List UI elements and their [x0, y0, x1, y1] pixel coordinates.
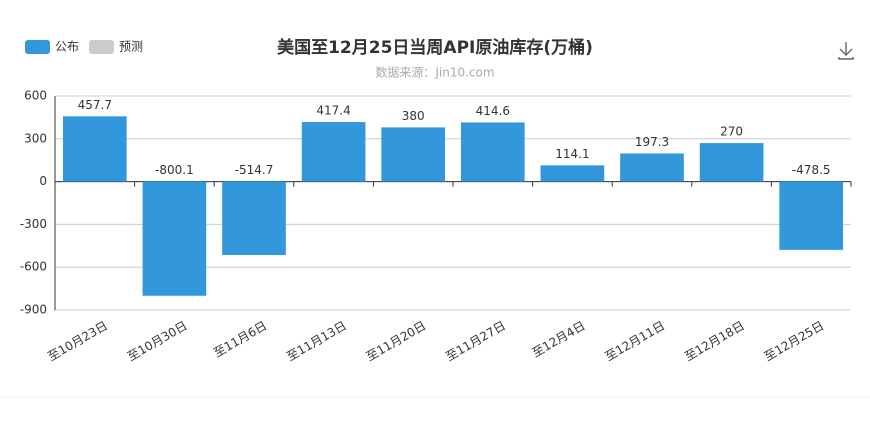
legend-swatch[interactable]: [25, 40, 50, 54]
chart-title: 美国至12月25日当周API原油库存(万桶): [277, 37, 593, 58]
bar: [779, 181, 844, 250]
value-label: -478.5: [792, 163, 831, 177]
chart-subtitle: 数据来源：Jin10.com: [375, 65, 494, 80]
x-tick-label: 至12月11日: [603, 319, 668, 364]
download-icon[interactable]: [838, 42, 854, 60]
value-label: -514.7: [235, 163, 274, 177]
x-tick-label: 至10月30日: [125, 319, 190, 364]
value-label: -800.1: [155, 163, 194, 177]
bar: [540, 165, 605, 182]
y-tick-label: 0: [39, 174, 47, 188]
x-tick-label: 至11月27日: [443, 319, 508, 364]
x-tick-label: 至12月4日: [530, 319, 588, 361]
value-label: 414.6: [476, 104, 510, 118]
bar: [460, 122, 525, 182]
bar: [620, 153, 684, 182]
legend-swatch[interactable]: [89, 40, 114, 54]
value-label: 197.3: [635, 135, 669, 149]
value-label: 270: [720, 125, 743, 139]
value-label: 380: [402, 109, 425, 123]
bar: [142, 181, 207, 296]
x-tick-label: 至11月6日: [211, 319, 269, 361]
y-tick-label: -300: [20, 217, 47, 231]
value-label: 114.1: [555, 147, 589, 161]
x-tick-label: 至12月18日: [682, 319, 747, 364]
x-tick-label: 至11月13日: [284, 319, 349, 364]
y-tick-label: -900: [20, 303, 47, 317]
bar: [381, 127, 446, 182]
bar: [301, 122, 366, 182]
bar: [699, 143, 764, 182]
value-label: 457.7: [78, 98, 112, 112]
value-label: 417.4: [316, 104, 350, 118]
bar: [62, 116, 127, 182]
x-tick-label: 至12月25日: [762, 319, 827, 364]
bar: [222, 181, 286, 256]
x-tick-label: 至11月20日: [364, 319, 429, 364]
legend-label[interactable]: 公布: [55, 40, 79, 54]
y-tick-label: -600: [20, 260, 47, 274]
y-tick-label: 300: [24, 131, 47, 145]
y-tick-label: 600: [24, 89, 47, 103]
x-tick-label: 至10月23日: [45, 319, 110, 364]
legend-label[interactable]: 预测: [119, 40, 143, 54]
